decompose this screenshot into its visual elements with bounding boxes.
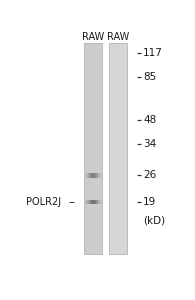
Bar <box>101 172 102 178</box>
Bar <box>96 200 97 204</box>
Text: 34: 34 <box>143 139 156 149</box>
Bar <box>109 43 127 254</box>
Bar <box>94 172 95 178</box>
Bar <box>89 172 90 178</box>
Bar <box>95 200 96 204</box>
Text: RAW: RAW <box>107 32 129 43</box>
Text: 26: 26 <box>143 170 156 180</box>
Text: --: -- <box>69 197 76 207</box>
Bar <box>84 172 85 178</box>
Text: 19: 19 <box>143 197 156 207</box>
Bar <box>93 200 94 204</box>
Bar <box>85 172 86 178</box>
Bar <box>87 200 88 204</box>
Bar <box>101 200 102 204</box>
Bar <box>87 172 88 178</box>
Bar <box>88 200 89 204</box>
Bar <box>90 200 91 204</box>
Bar <box>92 200 93 204</box>
Bar <box>90 172 91 178</box>
Bar <box>96 172 97 178</box>
Bar <box>97 172 98 178</box>
Bar <box>100 200 101 204</box>
Bar <box>97 200 98 204</box>
Bar <box>84 43 102 254</box>
Bar <box>100 172 101 178</box>
Bar <box>88 172 89 178</box>
Bar <box>98 172 99 178</box>
Bar <box>98 200 99 204</box>
Bar <box>99 200 100 204</box>
Text: 85: 85 <box>143 72 156 82</box>
Text: POLR2J: POLR2J <box>26 197 61 207</box>
Bar <box>99 172 100 178</box>
Bar <box>95 172 96 178</box>
Bar <box>91 172 92 178</box>
Bar <box>86 172 87 178</box>
Text: RAW: RAW <box>82 32 104 43</box>
Bar <box>91 200 92 204</box>
Bar <box>89 200 90 204</box>
Text: 48: 48 <box>143 115 156 125</box>
Bar <box>92 172 93 178</box>
Bar <box>86 200 87 204</box>
Bar <box>94 200 95 204</box>
Bar <box>84 200 85 204</box>
Text: 117: 117 <box>143 48 163 58</box>
Text: (kD): (kD) <box>143 216 165 226</box>
Bar <box>85 200 86 204</box>
Bar <box>93 172 94 178</box>
